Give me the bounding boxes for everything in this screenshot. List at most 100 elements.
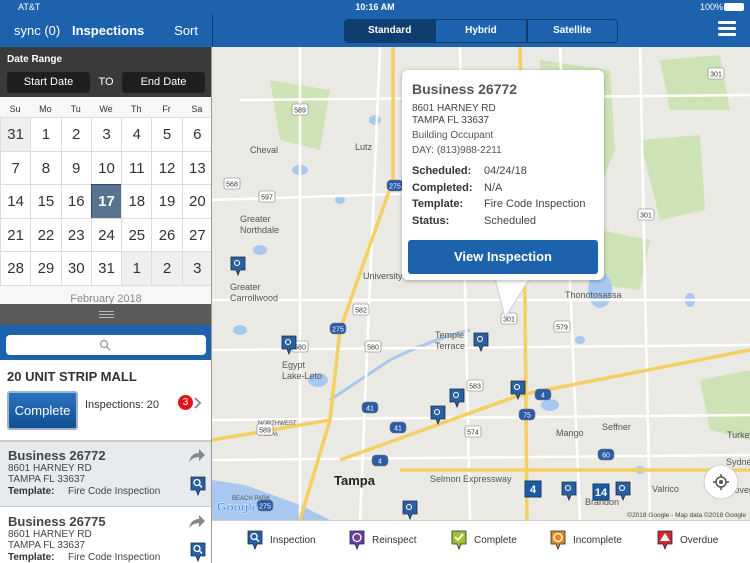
map-tab[interactable]: Standard xyxy=(344,19,436,43)
calendar-day[interactable]: 10 xyxy=(90,150,123,186)
calendar-day[interactable]: 16 xyxy=(60,184,92,219)
search-icon xyxy=(99,339,111,351)
calendar-day[interactable]: 2 xyxy=(151,251,183,286)
calendar-day[interactable]: 27 xyxy=(181,217,213,253)
calendar-day[interactable]: 11 xyxy=(121,150,153,186)
road-shield xyxy=(534,388,552,401)
item-title: Business 26775 xyxy=(8,514,106,529)
complete-button[interactable]: Complete xyxy=(7,391,78,430)
weekday-label: Th xyxy=(131,104,142,114)
menu-line xyxy=(718,27,736,30)
calendar-day[interactable]: 22 xyxy=(30,217,62,253)
place-label: Valrico xyxy=(652,484,679,494)
date-separator: TO xyxy=(98,76,114,88)
calendar-day[interactable]: 9 xyxy=(60,150,92,186)
road-shield xyxy=(223,177,241,190)
clock: 10:16 AM xyxy=(355,2,395,12)
menu-button[interactable] xyxy=(718,21,736,37)
road-shield-label: 579 xyxy=(556,325,568,332)
road-shield-label: 41 xyxy=(366,406,374,413)
list-item[interactable] xyxy=(0,442,212,507)
lake xyxy=(253,245,267,255)
calendar-day[interactable]: 23 xyxy=(60,217,92,253)
calendar-day[interactable]: 25 xyxy=(121,217,153,253)
road-shield xyxy=(466,379,484,392)
calendar-day[interactable]: 18 xyxy=(121,184,153,219)
item-template: Fire Code Inspection xyxy=(68,486,161,497)
road-shield-label: 580 xyxy=(294,345,306,352)
road-shield-label: 301 xyxy=(710,72,722,79)
calendar-day[interactable]: 21 xyxy=(0,217,32,253)
group-title: 20 UNIT STRIP MALL xyxy=(7,369,137,384)
calendar-day[interactable]: 24 xyxy=(90,217,123,253)
place-label: Tampa xyxy=(334,473,376,488)
map-tab[interactable]: Satellite xyxy=(526,19,618,43)
calendar-day[interactable]: 31 xyxy=(0,117,32,152)
weekday-label: We xyxy=(99,104,113,114)
view-inspection-button[interactable]: View Inspection xyxy=(408,240,598,274)
share-arrow xyxy=(189,449,205,462)
sort-button[interactable]: Sort xyxy=(174,23,198,38)
status-pin xyxy=(451,530,467,550)
place-label: Seffner xyxy=(602,422,631,432)
calendar-day[interactable]: 2 xyxy=(60,117,92,152)
place-label: Turkey Cree xyxy=(727,430,750,440)
calendar-day[interactable]: 26 xyxy=(151,217,183,253)
calendar-day[interactable]: 17 xyxy=(90,184,123,219)
calendar-day[interactable]: 14 xyxy=(0,184,32,219)
sync-button[interactable]: sync (0) xyxy=(14,23,61,38)
calendar-day[interactable]: 1 xyxy=(30,117,62,152)
calendar-day[interactable]: 6 xyxy=(181,117,213,152)
road-shield-label: 301 xyxy=(503,317,515,324)
calendar-day[interactable]: 30 xyxy=(60,251,92,286)
map-pin-lens xyxy=(433,408,441,416)
calendar-day[interactable]: 7 xyxy=(0,150,32,186)
calendar-day[interactable]: 15 xyxy=(30,184,62,219)
legend-label: Overdue xyxy=(680,535,719,546)
end-date-button[interactable]: End Date xyxy=(122,72,205,93)
road-shield xyxy=(291,103,309,116)
road-shield xyxy=(553,320,571,333)
start-date-button[interactable]: Start Date xyxy=(7,72,90,93)
calendar-day[interactable]: 8 xyxy=(30,150,62,186)
road-shield xyxy=(371,454,389,467)
road-shield xyxy=(597,448,615,461)
road-shield xyxy=(637,208,655,221)
calendar-day[interactable]: 4 xyxy=(121,117,153,152)
map-pin-lens xyxy=(233,259,241,267)
place-label: Lutz xyxy=(355,142,373,152)
calendar-day[interactable]: 29 xyxy=(30,251,62,286)
calendar-day[interactable]: 19 xyxy=(151,184,183,219)
calendar-day[interactable]: 1 xyxy=(121,251,153,286)
map-pin-lens xyxy=(513,383,521,391)
cluster-count: 14 xyxy=(595,487,608,499)
calendar-day[interactable]: 31 xyxy=(90,251,123,286)
calendar-day[interactable]: 13 xyxy=(181,150,213,186)
map-pin-lens xyxy=(618,484,626,492)
place-label: Lake-Leto xyxy=(282,371,322,381)
park-area xyxy=(700,370,750,440)
place-label: Greater xyxy=(230,282,261,292)
menu-line xyxy=(718,21,736,24)
pin-lens-handle xyxy=(255,537,260,543)
calendar-day[interactable]: 3 xyxy=(181,251,213,286)
park-area xyxy=(600,230,650,290)
place-label: Mango xyxy=(556,428,584,438)
road-shield xyxy=(364,340,382,353)
calendar-day[interactable]: 28 xyxy=(0,251,32,286)
pin-lens xyxy=(193,478,201,487)
share-icon xyxy=(189,515,205,528)
list-item[interactable] xyxy=(0,508,212,563)
road xyxy=(212,453,750,462)
pin-warn xyxy=(660,533,670,541)
map-tab[interactable]: Hybrid xyxy=(435,19,527,43)
calendar-day[interactable]: 12 xyxy=(151,150,183,186)
legend-label: Inspection xyxy=(270,535,316,546)
search-input[interactable] xyxy=(6,335,206,355)
calendar-day[interactable]: 3 xyxy=(90,117,123,152)
handle-line xyxy=(99,311,114,312)
share-arrow xyxy=(189,515,205,528)
calendar-day[interactable]: 5 xyxy=(151,117,183,152)
park-area xyxy=(640,135,705,220)
calendar-day[interactable]: 20 xyxy=(181,184,213,219)
